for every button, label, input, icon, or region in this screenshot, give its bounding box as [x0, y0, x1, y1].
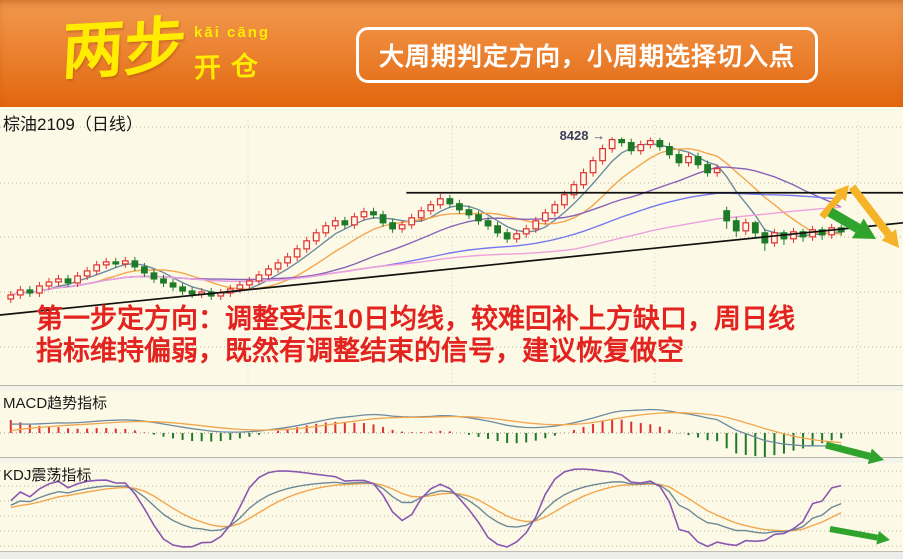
brand-logo-side: kāi cāng 开仓 — [194, 24, 270, 84]
trend-arrow — [829, 526, 890, 545]
ma-line-10 — [10, 147, 842, 296]
brand-logo-text: 两步 — [60, 11, 188, 88]
brand-logo: 两步 kāi cāng 开仓 — [60, 10, 270, 90]
brand-logo-subtext: 开仓 — [193, 50, 269, 84]
panel-divider — [0, 385, 903, 391]
analysis-text-line2: 指标维持偏弱，既然有调整结束的信号，建议恢复做空 — [36, 336, 684, 366]
analysis-text: 第一步定方向：调整受压10日均线，较难回补上方缺口，周日线 指标维持偏弱，既然有… — [36, 303, 795, 367]
ma-line-60 — [10, 206, 842, 296]
header-banner: 两步 kāi cāng 开仓 大周期判定方向，小周期选择切入点 — [0, 0, 903, 107]
slogan-text: 大周期判定方向，小周期选择切入点 — [378, 43, 795, 71]
trend-arrow — [819, 185, 849, 220]
main-chart-panel: 棕油2109（日线） 8428 → 第一步定方向：调整受压10日均线，较难回补上… — [0, 107, 903, 385]
kdj-gridlines — [0, 470, 903, 547]
macd-chart — [0, 408, 903, 465]
bottom-strip — [0, 551, 903, 559]
macd-label: MACD趋势指标 — [3, 395, 108, 412]
kdj-k-line — [10, 481, 842, 534]
chart-title: 棕油2109（日线） — [3, 115, 143, 134]
kdj-panel: KDJ震荡指标 — [0, 463, 903, 551]
kdj-chart — [0, 468, 903, 548]
macd-dea-line — [10, 412, 842, 444]
macd-panel: MACD趋势指标 — [0, 391, 903, 465]
trend-arrow — [848, 184, 899, 248]
candles — [7, 137, 845, 303]
ma-lines — [10, 142, 842, 296]
trend-arrow — [825, 441, 884, 465]
slogan-banner: 大周期判定方向，小周期选择切入点 — [356, 27, 818, 83]
support-trendline — [0, 221, 903, 316]
main-gridlines — [0, 121, 903, 383]
trend-arrow — [827, 207, 876, 239]
analysis-text-line1: 第一步定方向：调整受压10日均线，较难回补上方缺口，周日线 — [36, 304, 796, 334]
candlestick-chart: 8428 → — [0, 121, 903, 383]
peak-price-label: 8428 → — [560, 128, 606, 143]
kdj-d-line — [10, 482, 842, 532]
macd-histogram — [9, 419, 843, 457]
ma-line-40 — [10, 192, 842, 296]
panel-divider — [0, 457, 903, 463]
ma-line-20 — [10, 166, 842, 296]
kdj-j-line — [10, 468, 842, 548]
kdj-label: KDJ震荡指标 — [3, 467, 92, 484]
brand-logo-pinyin: kāi cāng — [194, 24, 271, 41]
